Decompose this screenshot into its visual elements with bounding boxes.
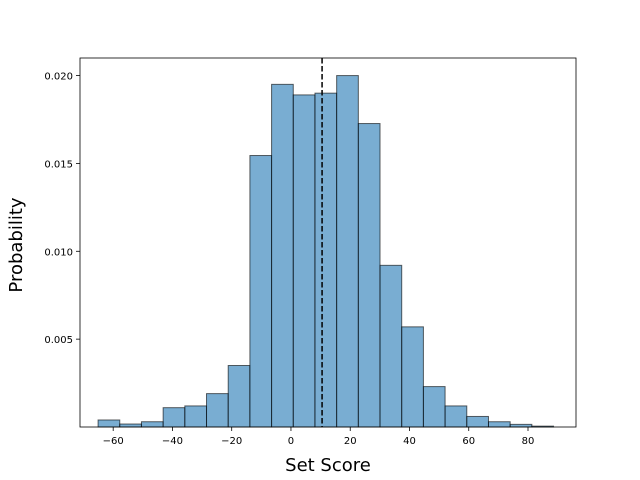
x-tick-label: 60 [462,436,475,447]
y-tick-label: 0.010 [44,247,73,258]
y-axis-label: Probability [6,197,27,292]
bar [487,421,511,428]
x-tick-label: 80 [522,436,535,447]
x-tick-label: 0 [288,436,294,447]
bar [271,83,294,428]
bar [336,75,359,428]
x-tick-label: −20 [221,436,242,447]
bar [357,123,381,428]
x-tick-label: 20 [344,436,357,447]
bar [401,326,424,428]
bar [292,94,316,428]
bar [184,405,208,428]
bar [314,92,338,428]
x-tick-label: 40 [403,436,416,447]
plot-frame [79,57,577,428]
bar [206,393,229,428]
y-tick-label: 0.005 [44,335,73,346]
y-tick-label: 0.015 [44,159,73,170]
bar [466,415,489,428]
bar [422,386,446,428]
bar [140,421,164,428]
bar [379,264,403,428]
bar [444,405,468,428]
bar [97,419,121,428]
bar [227,365,251,428]
x-tick-label: −60 [103,436,124,447]
x-tick-label: −40 [162,436,183,447]
bar [249,155,273,428]
x-axis-label: Set Score [285,455,371,476]
bar [162,407,186,428]
y-tick-label: 0.020 [44,72,73,83]
bar [119,423,142,428]
